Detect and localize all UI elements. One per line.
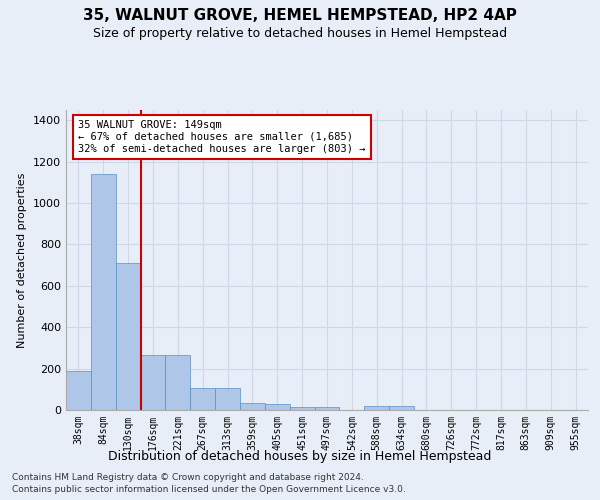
Bar xyxy=(91,174,116,410)
Bar xyxy=(116,263,140,410)
Bar xyxy=(389,406,414,410)
Text: Distribution of detached houses by size in Hemel Hempstead: Distribution of detached houses by size … xyxy=(109,450,491,463)
Bar xyxy=(314,407,340,410)
Bar xyxy=(215,388,240,410)
Bar xyxy=(364,406,389,410)
Bar xyxy=(290,407,314,410)
Text: 35, WALNUT GROVE, HEMEL HEMPSTEAD, HP2 4AP: 35, WALNUT GROVE, HEMEL HEMPSTEAD, HP2 4… xyxy=(83,8,517,22)
Bar xyxy=(140,355,166,410)
Bar xyxy=(66,370,91,410)
Text: Size of property relative to detached houses in Hemel Hempstead: Size of property relative to detached ho… xyxy=(93,28,507,40)
Bar xyxy=(265,404,290,410)
Text: Contains HM Land Registry data © Crown copyright and database right 2024.: Contains HM Land Registry data © Crown c… xyxy=(12,472,364,482)
Text: Contains public sector information licensed under the Open Government Licence v3: Contains public sector information licen… xyxy=(12,485,406,494)
Bar xyxy=(190,388,215,410)
Bar xyxy=(166,355,190,410)
Text: 35 WALNUT GROVE: 149sqm
← 67% of detached houses are smaller (1,685)
32% of semi: 35 WALNUT GROVE: 149sqm ← 67% of detache… xyxy=(79,120,366,154)
Bar xyxy=(240,403,265,410)
Y-axis label: Number of detached properties: Number of detached properties xyxy=(17,172,28,348)
